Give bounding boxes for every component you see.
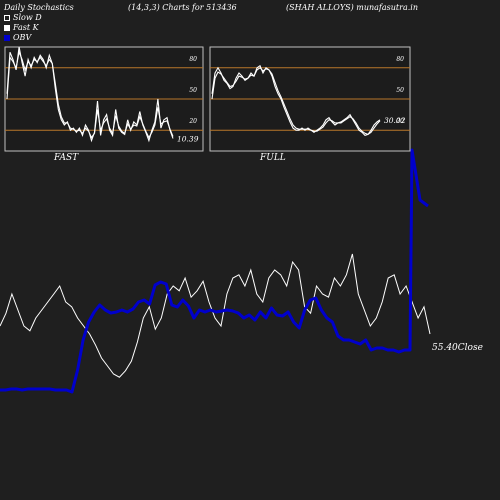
legend-fast-k: Fast K bbox=[4, 23, 39, 32]
fast-tick-label-20: 20 bbox=[188, 118, 197, 125]
chart-header-right: (SHAH ALLOYS) munafasutra.in bbox=[286, 3, 418, 12]
fast-tick-label-80: 80 bbox=[189, 56, 197, 63]
legend-slow-d-label: Slow D bbox=[13, 13, 42, 22]
full-series-line-1 bbox=[211, 67, 381, 136]
fast-panel-label: FAST bbox=[54, 153, 79, 163]
chart-header-left: Daily Stochastics bbox=[4, 3, 74, 12]
hollow-square-icon bbox=[4, 14, 10, 21]
fast-last-value-label: 10.39 bbox=[177, 135, 199, 144]
legend-obv: OBV bbox=[4, 33, 31, 42]
white-square-icon bbox=[4, 24, 10, 31]
chart-header-center: (14,3,3) Charts for 513436 bbox=[128, 3, 237, 12]
full-tick-label-50: 50 bbox=[396, 87, 404, 94]
close-price-line bbox=[0, 253, 431, 378]
full-tick-label-20: 20 bbox=[395, 118, 404, 125]
fast-tick-label-50: 50 bbox=[189, 87, 197, 94]
full-last-value-label: 30.02 bbox=[384, 116, 406, 125]
obv-line bbox=[0, 148, 429, 394]
full-panel-label: FULL bbox=[260, 153, 286, 163]
blue-square-icon bbox=[4, 34, 10, 41]
legend-fast-k-label: Fast K bbox=[13, 23, 39, 32]
legend-slow-d: Slow D bbox=[4, 13, 42, 22]
fast-series-line-1 bbox=[6, 50, 174, 139]
full-tick-label-80: 80 bbox=[396, 56, 404, 63]
legend-obv-label: OBV bbox=[13, 33, 32, 42]
close-value-label: 55.40Close bbox=[432, 343, 483, 353]
